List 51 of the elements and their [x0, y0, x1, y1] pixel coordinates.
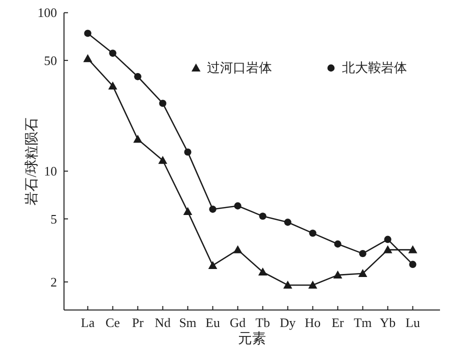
point	[359, 250, 366, 258]
y-tick-label: 10	[44, 164, 57, 179]
point	[258, 268, 268, 276]
point	[234, 202, 242, 210]
x-tick-label: Nd	[154, 315, 172, 330]
point	[384, 236, 392, 243]
point	[184, 148, 192, 156]
x-tick-label: Dy	[280, 315, 296, 330]
x-axis-title: 元素	[238, 331, 266, 347]
legend-label: 北大鞍岩体	[342, 60, 407, 75]
point	[284, 218, 292, 226]
point	[334, 240, 342, 248]
point	[308, 280, 318, 289]
y-tick-label: 5	[50, 211, 57, 226]
point	[133, 134, 142, 143]
x-tick-label: Ho	[304, 315, 321, 330]
x-tick-label: Tb	[256, 315, 270, 330]
x-tick-label: Gd	[230, 315, 246, 330]
point	[158, 156, 168, 164]
point	[159, 100, 166, 107]
x-tick-label: Tm	[354, 315, 372, 330]
point	[409, 260, 416, 268]
point	[408, 245, 418, 254]
y-tick-label: 50	[44, 52, 57, 68]
x-tick-label: Er	[332, 315, 345, 330]
y-axis-title: 岩石/球粒陨石	[24, 117, 40, 206]
x-tick-label: Ce	[106, 315, 120, 330]
point	[259, 212, 266, 220]
x-tick-label: Eu	[206, 315, 220, 330]
point	[183, 207, 192, 216]
point	[84, 30, 92, 37]
point	[83, 54, 92, 62]
point	[358, 269, 368, 278]
point	[233, 245, 242, 254]
point	[134, 73, 142, 80]
x-tick-label: La	[80, 315, 95, 330]
legend-label: 过河口岩体	[207, 60, 272, 75]
point	[383, 245, 392, 254]
point	[309, 230, 316, 237]
point	[209, 206, 216, 213]
x-tick-label: Lu	[406, 315, 420, 330]
point	[109, 50, 116, 57]
point	[208, 260, 218, 269]
y-tick-label: 2	[50, 274, 57, 290]
x-tick-label: Yb	[380, 315, 396, 330]
point	[333, 270, 342, 279]
point	[108, 81, 118, 90]
y-tick-label: 100	[38, 5, 57, 20]
x-tick-label: Sm	[179, 315, 196, 330]
x-tick-label: Pr	[132, 315, 144, 330]
point	[283, 280, 292, 289]
